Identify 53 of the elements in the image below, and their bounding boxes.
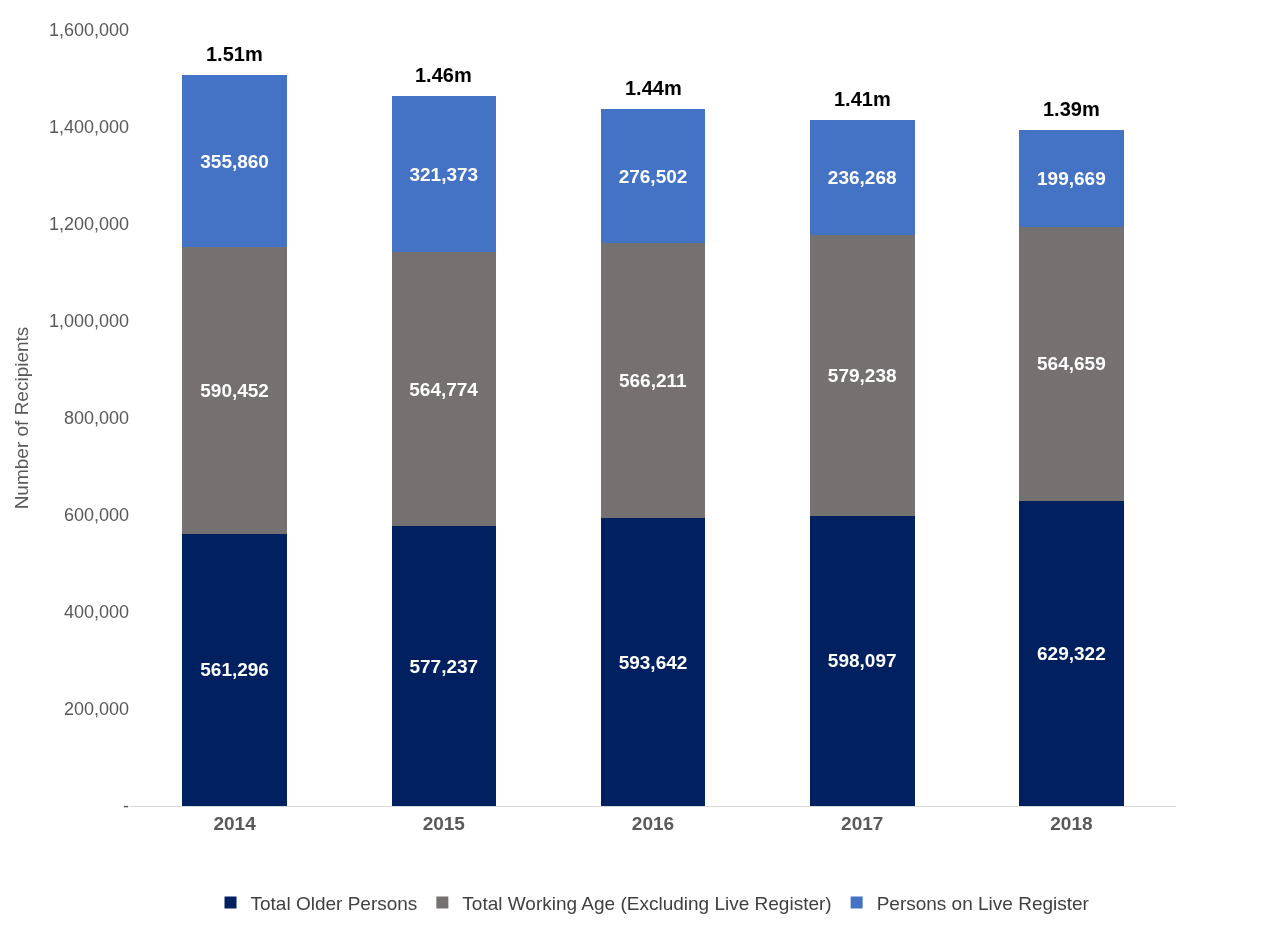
total-label: 1.44m xyxy=(625,77,682,99)
bar xyxy=(182,74,287,248)
bar xyxy=(391,96,497,253)
y-tick-label: 800,000 xyxy=(63,408,129,429)
bar xyxy=(1019,226,1124,501)
bar xyxy=(600,109,706,244)
data-label: 564,659 xyxy=(1037,353,1106,375)
data-label: 276,502 xyxy=(618,165,688,187)
bar xyxy=(600,243,706,519)
data-label: 629,322 xyxy=(1037,642,1106,664)
bar xyxy=(1019,500,1124,806)
y-tick-label: - xyxy=(123,796,129,817)
data-label: 579,238 xyxy=(827,364,897,386)
total-label: 1.46m xyxy=(415,64,472,86)
data-label: 577,237 xyxy=(409,655,479,677)
data-label: 566,211 xyxy=(618,370,688,392)
bar xyxy=(182,533,287,806)
bar xyxy=(391,526,497,806)
bar xyxy=(809,515,915,806)
total-label: 1.41m xyxy=(834,88,891,110)
y-tick-label: 1,600,000 xyxy=(48,20,129,41)
y-axis-title: Number of Recipients xyxy=(10,326,32,510)
data-label: 593,642 xyxy=(618,651,688,673)
data-label: 355,860 xyxy=(200,150,269,172)
x-tick-label: 2015 xyxy=(422,812,466,834)
legend-label: Total Working Age (Excluding Live Register) xyxy=(462,892,832,914)
y-tick-label: 200,000 xyxy=(63,699,129,720)
data-label: 321,373 xyxy=(409,163,479,185)
y-tick-label: 1,200,000 xyxy=(48,214,129,235)
x-tick-label: 2016 xyxy=(631,812,675,834)
bar xyxy=(391,252,497,527)
legend-label: Persons on Live Register xyxy=(876,892,1090,914)
data-label: 564,774 xyxy=(409,378,479,400)
x-tick-label: 2017 xyxy=(841,812,884,834)
y-tick-label: 1,400,000 xyxy=(48,117,129,138)
bar xyxy=(809,120,915,235)
bar xyxy=(182,247,287,534)
data-label: 236,268 xyxy=(827,167,897,189)
data-label: 598,097 xyxy=(827,650,897,672)
bar xyxy=(809,234,915,516)
data-label: 199,669 xyxy=(1037,168,1106,189)
total-label: 1.51m xyxy=(206,43,263,65)
y-tick-label: 600,000 xyxy=(63,505,129,526)
data-label: 561,296 xyxy=(200,659,269,681)
legend-label: Total Older Persons xyxy=(250,892,418,914)
bar xyxy=(1019,130,1124,227)
y-tick-label: 400,000 xyxy=(63,602,129,623)
y-tick-label: 1,000,000 xyxy=(48,311,129,332)
total-label: 1.39m xyxy=(1043,98,1100,120)
data-label: 590,452 xyxy=(200,380,269,402)
x-tick-label: 2018 xyxy=(1050,812,1093,834)
x-tick-label: 2014 xyxy=(213,812,257,834)
bar xyxy=(600,518,706,806)
